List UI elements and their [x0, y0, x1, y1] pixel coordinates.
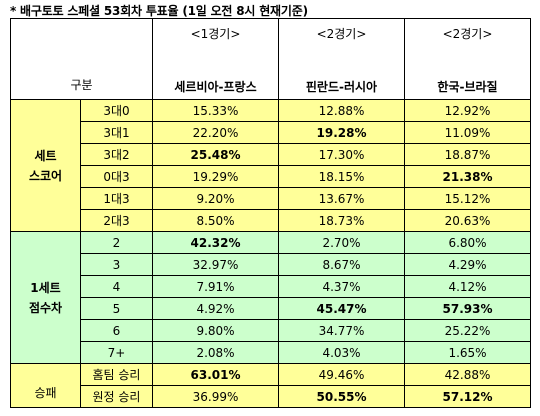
table-row: 7+ 2.08% 4.03% 1.65%	[10, 341, 531, 364]
vote-rate-cell: 4.03%	[278, 341, 405, 364]
section-label: 승패	[10, 363, 81, 408]
section-label-line1: 세트	[34, 148, 57, 163]
row-label: 2대3	[80, 209, 153, 232]
vote-rate-cell: 9.80%	[152, 319, 279, 342]
table-row: 5 4.92% 45.47% 57.93%	[10, 297, 531, 320]
row-label: 4	[80, 275, 153, 298]
header-match-1: <1경기> 세르비아-프랑스	[152, 18, 279, 100]
row-label: 3대1	[80, 121, 153, 144]
vote-rate-cell: 8.50%	[152, 209, 279, 232]
section-label-line2: 점수차	[28, 300, 63, 315]
vote-rate-cell: 4.37%	[278, 275, 405, 298]
vote-rate-cell: 19.28%	[278, 121, 405, 144]
match-3-game: <2경기>	[442, 27, 493, 41]
row-label: 7+	[80, 341, 153, 364]
vote-rate-cell: 12.88%	[278, 99, 405, 122]
header-row: 구분 <1경기> 세르비아-프랑스 <2경기> 핀란드-러시아 <2경기> 한국…	[10, 18, 531, 100]
vote-rate-cell: 9.20%	[152, 187, 279, 210]
vote-rate-cell: 15.33%	[152, 99, 279, 122]
vote-rate-cell: 25.22%	[404, 319, 531, 342]
header-match-3: <2경기> 한국-브라질	[404, 18, 531, 100]
vote-rate-table: 구분 <1경기> 세르비아-프랑스 <2경기> 핀란드-러시아 <2경기> 한국…	[10, 18, 531, 408]
match-2-game: <2경기>	[316, 27, 367, 41]
vote-rate-cell: 19.29%	[152, 165, 279, 188]
row-label: 원정 승리	[80, 385, 153, 408]
table-row: 4 7.91% 4.37% 4.12%	[10, 275, 531, 298]
vote-rate-cell: 2.08%	[152, 341, 279, 364]
vote-rate-cell: 17.30%	[278, 143, 405, 166]
vote-rate-cell: 15.12%	[404, 187, 531, 210]
table-row: 3 32.97% 8.67% 4.29%	[10, 253, 531, 276]
row-label: 1대3	[80, 187, 153, 210]
vote-rate-cell: 13.67%	[278, 187, 405, 210]
header-match-2: <2경기> 핀란드-러시아	[278, 18, 405, 100]
section-label-line1: 승패	[34, 386, 57, 400]
table-row: 3대1 22.20% 19.28% 11.09%	[10, 121, 531, 144]
row-label: 5	[80, 297, 153, 320]
row-label: 3대0	[80, 99, 153, 122]
vote-rate-cell: 42.88%	[404, 363, 531, 386]
vote-rate-cell: 34.77%	[278, 319, 405, 342]
vote-rate-cell: 6.80%	[404, 231, 531, 254]
vote-rate-cell: 63.01%	[152, 363, 279, 386]
vote-rate-cell: 32.97%	[152, 253, 279, 276]
vote-rate-cell: 50.55%	[278, 385, 405, 408]
section-label-line1: 1세트	[30, 280, 61, 295]
vote-rate-cell: 20.63%	[404, 209, 531, 232]
match-2-teams: 핀란드-러시아	[305, 80, 378, 94]
table-row: 0대3 19.29% 18.15% 21.38%	[10, 165, 531, 188]
row-label: 0대3	[80, 165, 153, 188]
table-row: 1대3 9.20% 13.67% 15.12%	[10, 187, 531, 210]
table-row: 2대3 8.50% 18.73% 20.63%	[10, 209, 531, 232]
vote-rate-cell: 1.65%	[404, 341, 531, 364]
vote-rate-cell: 36.99%	[152, 385, 279, 408]
table-row: 1세트 점수차 2 42.32% 2.70% 6.80%	[10, 231, 531, 364]
vote-rate-cell: 4.29%	[404, 253, 531, 276]
vote-rate-cell: 57.12%	[404, 385, 531, 408]
table-row: 승패 홈팀 승리 63.01% 49.46% 42.88%	[10, 363, 531, 408]
match-3-teams: 한국-브라질	[437, 80, 498, 94]
header-gubun: 구분	[10, 18, 153, 100]
vote-rate-cell: 18.15%	[278, 165, 405, 188]
vote-rate-cell: 22.20%	[152, 121, 279, 144]
row-label: 2	[80, 231, 153, 254]
vote-rate-cell: 4.12%	[404, 275, 531, 298]
vote-rate-cell: 21.38%	[404, 165, 531, 188]
vote-rate-cell: 45.47%	[278, 297, 405, 320]
row-label: 6	[80, 319, 153, 342]
row-label: 홈팀 승리	[80, 363, 153, 386]
table-row: 원정 승리 36.99% 50.55% 57.12%	[10, 385, 531, 408]
row-label: 3	[80, 253, 153, 276]
vote-rate-cell: 18.87%	[404, 143, 531, 166]
row-label: 3대2	[80, 143, 153, 166]
vote-rate-cell: 7.91%	[152, 275, 279, 298]
vote-rate-cell: 8.67%	[278, 253, 405, 276]
vote-rate-cell: 57.93%	[404, 297, 531, 320]
vote-rate-cell: 49.46%	[278, 363, 405, 386]
vote-rate-cell: 25.48%	[152, 143, 279, 166]
vote-rate-cell: 11.09%	[404, 121, 531, 144]
vote-rate-cell: 18.73%	[278, 209, 405, 232]
page-title: * 배구토토 스페셜 53회차 투표율 (1일 오전 8시 현재기준)	[10, 4, 308, 18]
table-row: 3대2 25.48% 17.30% 18.87%	[10, 143, 531, 166]
vote-rate-cell: 2.70%	[278, 231, 405, 254]
vote-rate-cell: 42.32%	[152, 231, 279, 254]
match-1-teams: 세르비아-프랑스	[174, 80, 257, 94]
vote-rate-cell: 4.92%	[152, 297, 279, 320]
section-label-line2: 스코어	[28, 168, 63, 183]
table-row: 6 9.80% 34.77% 25.22%	[10, 319, 531, 342]
table-row: 세트 스코어 3대0 15.33% 12.88% 12.92%	[10, 99, 531, 232]
vote-rate-cell: 12.92%	[404, 99, 531, 122]
match-1-game: <1경기>	[190, 27, 241, 41]
